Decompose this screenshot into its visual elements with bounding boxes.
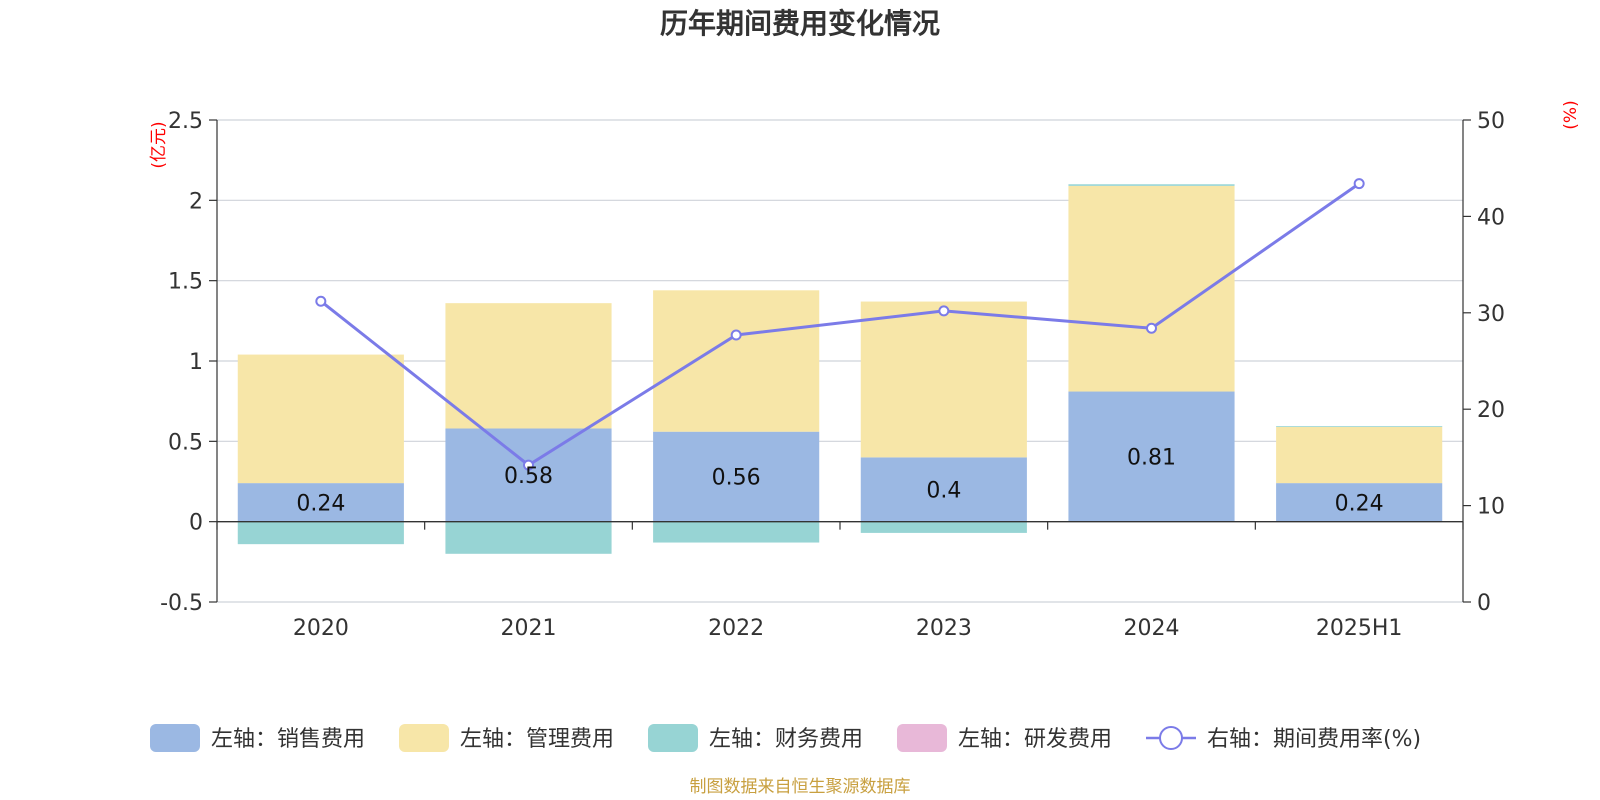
bar-segment bbox=[1068, 391, 1235, 522]
bar-segment bbox=[237, 521, 404, 545]
bar-segment bbox=[860, 521, 1027, 533]
bar-segment bbox=[653, 431, 820, 522]
left-axis-tick-label: 1 bbox=[189, 350, 203, 375]
line-point bbox=[1146, 322, 1157, 334]
x-axis-tick-label: 2025H1 bbox=[1316, 616, 1403, 641]
bar-segment bbox=[445, 521, 612, 554]
legend-line-marker bbox=[1159, 726, 1183, 750]
bar-segment bbox=[1276, 426, 1443, 484]
bar-data-label: 0.24 bbox=[296, 491, 345, 516]
axes: -0.5 0 0.5 1 1.5 2 2.5 0 10 20 30 40 50 2020 2021 2022 2… bbox=[160, 109, 1505, 641]
left-axis-tick-label: 2.5 bbox=[168, 109, 203, 134]
legend-swatch bbox=[648, 724, 698, 752]
line-path bbox=[319, 182, 1361, 467]
line-series bbox=[315, 178, 1365, 471]
source-note: 制图数据来自恒生聚源数据库 bbox=[690, 777, 911, 797]
bar-segment bbox=[860, 457, 1027, 522]
data-labels: 0.24 0.58 0.56 0.4 0.81 0.24 bbox=[296, 446, 1383, 517]
right-axis-tick-label: 30 bbox=[1477, 302, 1505, 327]
left-axis-tick-label: 1.5 bbox=[168, 270, 203, 295]
left-axis-unit: (亿元) bbox=[149, 121, 169, 168]
x-axis-tick-label: 2023 bbox=[916, 616, 972, 641]
legend-swatch bbox=[897, 724, 947, 752]
right-axis-tick-label: 10 bbox=[1477, 495, 1505, 520]
line-point bbox=[523, 459, 534, 471]
legend-swatch bbox=[150, 724, 200, 752]
bar-segment bbox=[653, 290, 820, 432]
bar-data-label: 0.24 bbox=[1335, 491, 1384, 516]
bar-segment bbox=[1276, 483, 1443, 522]
legend-label: 左轴：研发费用 bbox=[958, 727, 1112, 752]
x-axis-tick-label: 2021 bbox=[501, 616, 557, 641]
bar-data-label: 0.4 bbox=[926, 479, 961, 504]
bar-data-label: 0.81 bbox=[1127, 446, 1176, 471]
x-axis-tick-label: 2024 bbox=[1124, 616, 1180, 641]
bar-segment bbox=[860, 301, 1027, 458]
bar-segment bbox=[445, 428, 612, 522]
right-axis-tick-label: 40 bbox=[1477, 205, 1505, 230]
line-point bbox=[315, 295, 327, 307]
line-point bbox=[730, 329, 742, 341]
grid-lines bbox=[217, 119, 1463, 603]
right-axis-unit: (%) bbox=[1561, 100, 1581, 129]
legend: 左轴：销售费用 左轴：管理费用 左轴：财务费用 左轴：研发费用 右轴：期间费用率(%) bbox=[150, 724, 1421, 752]
right-axis-tick-label: 20 bbox=[1477, 398, 1505, 423]
left-axis-tick-label: 2 bbox=[189, 189, 203, 214]
left-axis-tick-label: -0.5 bbox=[160, 591, 203, 616]
legend-label: 左轴：销售费用 bbox=[211, 727, 365, 752]
line-point bbox=[938, 305, 950, 317]
x-axis-tick-label: 2022 bbox=[708, 616, 764, 641]
bar-data-label: 0.58 bbox=[504, 464, 553, 489]
bar-series bbox=[237, 184, 1443, 554]
right-axis-tick-label: 0 bbox=[1477, 591, 1491, 616]
bar-segment bbox=[653, 521, 820, 543]
legend-label: 右轴：期间费用率(%) bbox=[1207, 727, 1421, 752]
bar-segment bbox=[237, 483, 404, 522]
legend-swatch bbox=[399, 724, 449, 752]
x-axis-tick-label: 2020 bbox=[293, 616, 349, 641]
bar-segment bbox=[445, 303, 612, 429]
legend-label: 左轴：管理费用 bbox=[460, 727, 614, 752]
left-axis-tick-label: 0 bbox=[189, 511, 203, 536]
bar-segment bbox=[237, 354, 404, 484]
chart-title: 历年期间费用变化情况 bbox=[660, 7, 940, 40]
bar-data-label: 0.56 bbox=[712, 466, 761, 491]
left-axis-tick-label: 0.5 bbox=[168, 430, 203, 455]
line-point bbox=[1353, 178, 1365, 190]
bar-segment bbox=[1068, 184, 1235, 186]
legend-label: 左轴：财务费用 bbox=[709, 727, 863, 752]
bar-segment bbox=[1276, 426, 1443, 427]
right-axis-tick-label: 50 bbox=[1477, 109, 1505, 134]
